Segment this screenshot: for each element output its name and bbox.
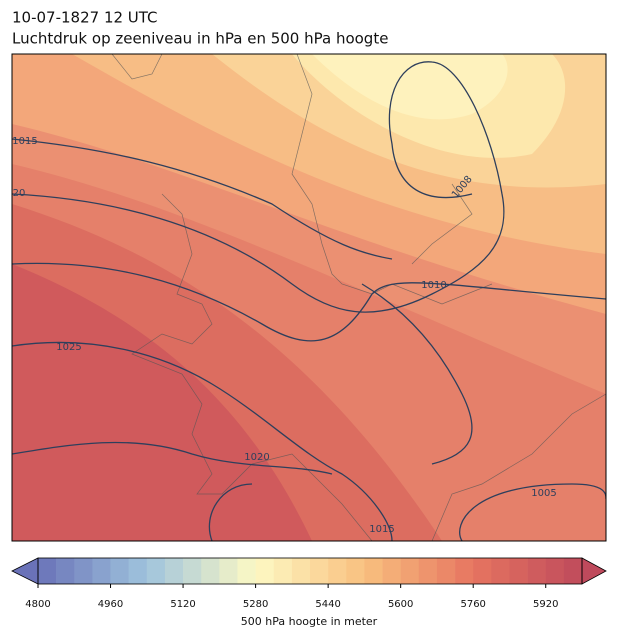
colorbar-segment [201,558,220,584]
colorbar-tick-label: 4960 [98,599,123,610]
subtitle: Luchtdruk op zeeniveau in hPa en 500 hPa… [12,30,388,48]
colorbar-segment [237,558,256,584]
colorbar-tick-label: 5600 [388,599,413,610]
colorbar-tick-label: 5120 [170,599,195,610]
colorbar-tick-label: 5920 [533,599,558,610]
colorbar-segment [110,558,129,584]
colorbar-segment [291,558,311,584]
colorbar-segment [527,558,547,584]
colorbar-segment [364,558,383,584]
colorbar-tick-label: 5280 [243,599,268,610]
colorbar-label: 500 hPa hoogte in meter [241,615,378,628]
colorbar-frame [37,557,583,585]
colorbar-segment [346,558,365,584]
colorbar-segment [455,558,474,584]
colorbar-extend-high [581,557,607,585]
isobar-label: 1020 [244,452,269,463]
colorbar-segment [563,558,583,584]
colorbar-segment [545,558,565,584]
colorbar: 4800 4960 5120 5280 5440 5600 5760 5920 [11,557,607,610]
colorbar-segment [183,558,202,584]
colorbar-segment [164,558,184,584]
colorbar-segment [400,558,420,584]
colorbar-segment [92,558,111,584]
colorbar-tick-label: 5440 [315,599,340,610]
colorbar-segment [128,558,148,584]
colorbar-tick-label: 4800 [25,599,50,610]
colorbar-segment [491,558,510,584]
colorbar-segment [74,558,93,584]
colorbar-tick-label: 5760 [460,599,485,610]
isobar-label: 1015 [12,136,37,147]
colorbar-extend-low [11,557,39,585]
colorbar-segment [255,558,275,584]
title: 10-07-1827 12 UTC [12,9,158,27]
colorbar-segment [56,558,75,584]
map [12,54,606,541]
colorbar-segment [328,558,347,584]
colorbar-segment [418,558,438,584]
colorbar-segment [382,558,401,584]
colorbar-segment [38,558,57,584]
colorbar-segment [310,558,329,584]
colorbar-segment [473,558,492,584]
isobar-label: 20 [13,188,26,199]
colorbar-segment [219,558,238,584]
colorbar-segment [436,558,456,584]
isobar-label: 1025 [56,342,81,353]
colorbar-segment [509,558,528,584]
colorbar-segment [146,558,166,584]
isobar-label: 1005 [531,488,556,499]
colorbar-segment [273,558,293,584]
map-frame [11,53,607,542]
isobar-label: 1010 [421,280,446,291]
isobar-label: 1015 [369,524,394,535]
